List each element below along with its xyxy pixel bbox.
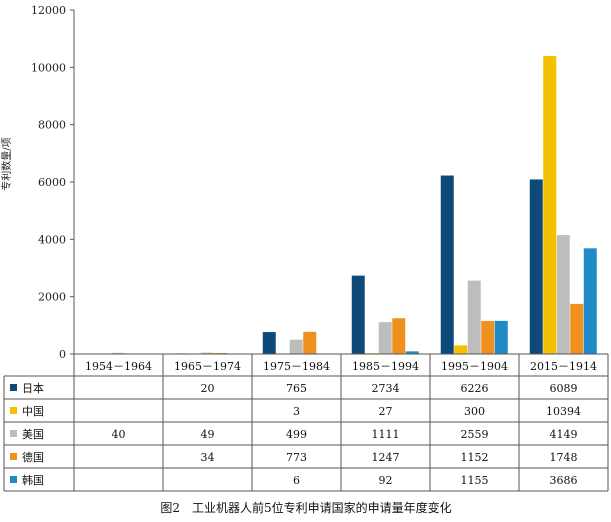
bar-美国-4 [467, 280, 481, 354]
bar-德国-2 [303, 331, 317, 354]
data-label: 3 [293, 405, 300, 418]
legend-label: 德国 [22, 450, 44, 464]
data-label: 2559 [461, 428, 489, 441]
bar-日本-3 [351, 275, 365, 354]
data-label: 34 [201, 451, 215, 464]
legend-swatch-美国 [10, 430, 17, 437]
plot-area: 0 2000 4000 6000 8000 10000 12000 [31, 4, 597, 361]
y-tick-label: 6000 [38, 176, 66, 189]
data-label: 20 [201, 382, 215, 395]
legend-label: 美国 [22, 428, 44, 441]
bar-韩国-5 [583, 248, 597, 354]
data-label: 1155 [461, 474, 489, 487]
data-label: 4149 [550, 428, 578, 441]
data-label: 499 [286, 428, 307, 441]
data-label: 765 [286, 382, 307, 395]
legend-label: 韩国 [22, 473, 44, 487]
data-label: 27 [379, 405, 393, 418]
y-tick-label: 0 [59, 348, 66, 361]
data-label: 6 [293, 474, 300, 487]
y-axis-label: 专利数量/项 [0, 137, 13, 190]
data-label: 49 [201, 428, 215, 441]
x-tick-label: 1965－1974 [174, 360, 241, 373]
bar-美国-0 [111, 352, 125, 354]
data-label: 773 [286, 451, 307, 464]
data-label: 3686 [550, 474, 578, 487]
legend-label: 日本 [22, 381, 44, 395]
data-label: 2734 [372, 382, 400, 395]
bar-中国-5 [543, 56, 557, 354]
bar-日本-2 [262, 332, 276, 354]
x-tick-label: 1985－1994 [352, 360, 419, 373]
y-tick-label: 2000 [38, 291, 66, 304]
bar-美国-2 [289, 339, 303, 354]
data-table: 1954－1964 1965－1974 1975－1984 1985－1994 1995… [3, 353, 609, 492]
bar-日本-5 [529, 179, 543, 354]
x-tick-label: 1954－1964 [85, 360, 152, 373]
y-tick-label: 12000 [31, 4, 66, 17]
bar-美国-5 [556, 235, 570, 354]
data-label: 1152 [461, 451, 489, 464]
data-label: 40 [112, 428, 126, 441]
data-label: 6226 [461, 382, 489, 395]
x-tick-label: 1995－1904 [441, 360, 508, 373]
data-label: 1247 [372, 451, 400, 464]
data-label: 92 [379, 474, 393, 487]
legend-swatch-中国 [10, 407, 17, 414]
bar-韩国-4 [494, 320, 508, 354]
bar-德国-3 [392, 318, 406, 354]
data-label: 1111 [372, 428, 400, 441]
x-tick-label: 1975－1984 [263, 360, 330, 373]
x-tick-label: 2015－1914 [530, 360, 597, 373]
bar-德国-5 [570, 303, 584, 354]
bar-美国-1 [200, 352, 214, 354]
y-tick-label: 4000 [38, 233, 66, 246]
data-label: 300 [464, 405, 485, 418]
legend-swatch-德国 [10, 453, 17, 460]
data-label: 10394 [546, 405, 581, 418]
bar-中国-4 [454, 345, 468, 354]
y-tick-label: 8000 [38, 119, 66, 132]
bar-韩国-3 [405, 351, 419, 354]
data-label: 6089 [550, 382, 578, 395]
legend-swatch-韩国 [10, 476, 17, 483]
data-label: 1748 [550, 451, 578, 464]
figure-caption: 图2 工业机器人前5位专利申请国家的申请量年度变化 [160, 500, 451, 515]
bar-德国-4 [481, 320, 495, 354]
y-tick-label: 10000 [31, 61, 66, 74]
legend-swatch-日本 [10, 384, 17, 391]
bar-日本-4 [440, 175, 454, 354]
bar-美国-3 [378, 322, 392, 354]
legend-label: 中国 [22, 405, 44, 418]
